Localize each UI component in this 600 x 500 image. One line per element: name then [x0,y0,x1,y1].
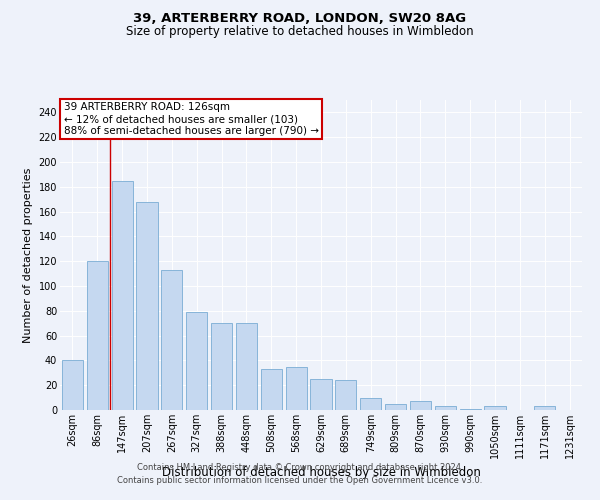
Bar [335,380,356,410]
Bar [410,402,431,410]
Text: Contains HM Land Registry data © Crown copyright and database right 2024.: Contains HM Land Registry data © Crown c… [137,464,463,472]
Bar [161,270,182,410]
Bar [87,261,108,410]
Bar [484,406,506,410]
Bar [310,379,332,410]
Bar [385,404,406,410]
Bar [112,180,133,410]
X-axis label: Distribution of detached houses by size in Wimbledon: Distribution of detached houses by size … [161,466,481,479]
Bar [286,366,307,410]
Bar [460,409,481,410]
Bar [360,398,381,410]
Bar [534,406,555,410]
Bar [136,202,158,410]
Text: 39, ARTERBERRY ROAD, LONDON, SW20 8AG: 39, ARTERBERRY ROAD, LONDON, SW20 8AG [133,12,467,26]
Bar [435,406,456,410]
Bar [236,323,257,410]
Text: Size of property relative to detached houses in Wimbledon: Size of property relative to detached ho… [126,25,474,38]
Text: Contains public sector information licensed under the Open Government Licence v3: Contains public sector information licen… [118,476,482,485]
Text: 39 ARTERBERRY ROAD: 126sqm
← 12% of detached houses are smaller (103)
88% of sem: 39 ARTERBERRY ROAD: 126sqm ← 12% of deta… [64,102,319,136]
Bar [211,323,232,410]
Y-axis label: Number of detached properties: Number of detached properties [23,168,33,342]
Bar [62,360,83,410]
Bar [261,369,282,410]
Bar [186,312,207,410]
